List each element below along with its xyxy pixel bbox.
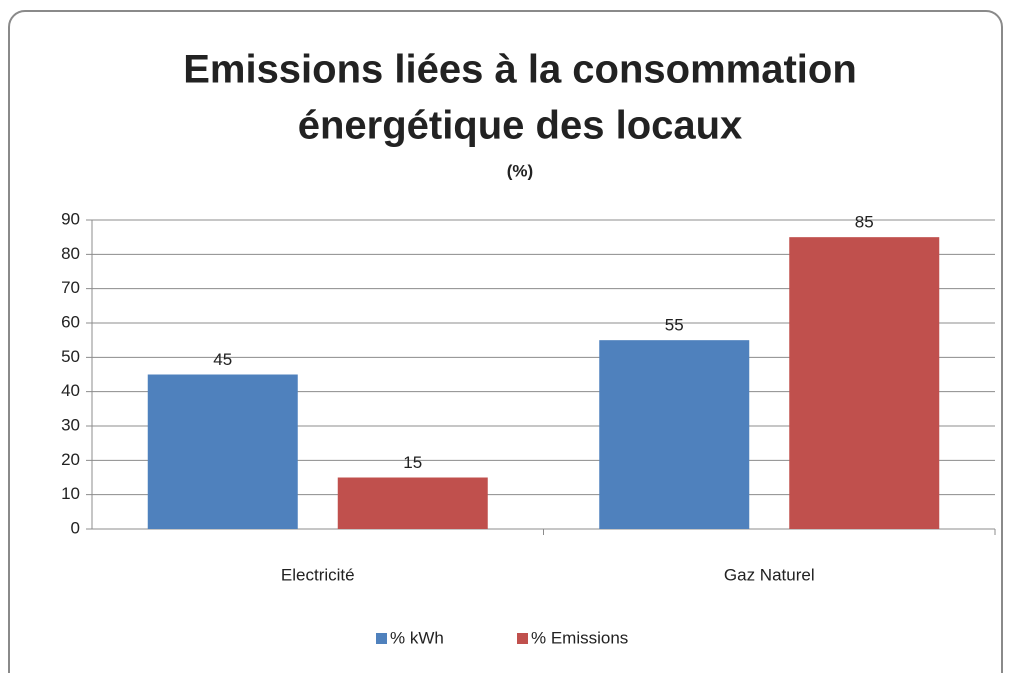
bar — [337, 477, 488, 529]
y-tick-label: 50 — [61, 347, 80, 366]
chart-title: Emissions liées à la consommation — [183, 48, 857, 92]
legend-swatch — [517, 633, 528, 644]
y-tick-label: 0 — [71, 518, 80, 537]
data-label: 45 — [213, 350, 232, 369]
legend-swatch — [376, 633, 387, 644]
legend-label: % kWh — [390, 628, 444, 647]
y-tick-label: 30 — [61, 415, 80, 434]
x-tick-label: Gaz Naturel — [724, 565, 815, 584]
legend-label: % Emissions — [531, 628, 628, 647]
y-tick-label: 60 — [61, 312, 80, 331]
y-tick-label: 10 — [61, 484, 80, 503]
bar — [599, 340, 750, 529]
chart-title: énergétique des locaux — [298, 104, 743, 148]
y-tick-label: 40 — [61, 381, 80, 400]
x-tick-label: Electricité — [281, 565, 355, 584]
data-label: 55 — [665, 316, 684, 335]
y-tick-label: 20 — [61, 450, 80, 469]
bar — [147, 374, 298, 529]
y-tick-label: 80 — [61, 244, 80, 263]
bar — [789, 237, 940, 529]
y-tick-label: 90 — [61, 209, 80, 228]
data-label: 85 — [855, 213, 874, 232]
y-tick-label: 70 — [61, 278, 80, 297]
data-label: 15 — [403, 453, 422, 472]
chart-subtitle: (%) — [507, 161, 533, 180]
